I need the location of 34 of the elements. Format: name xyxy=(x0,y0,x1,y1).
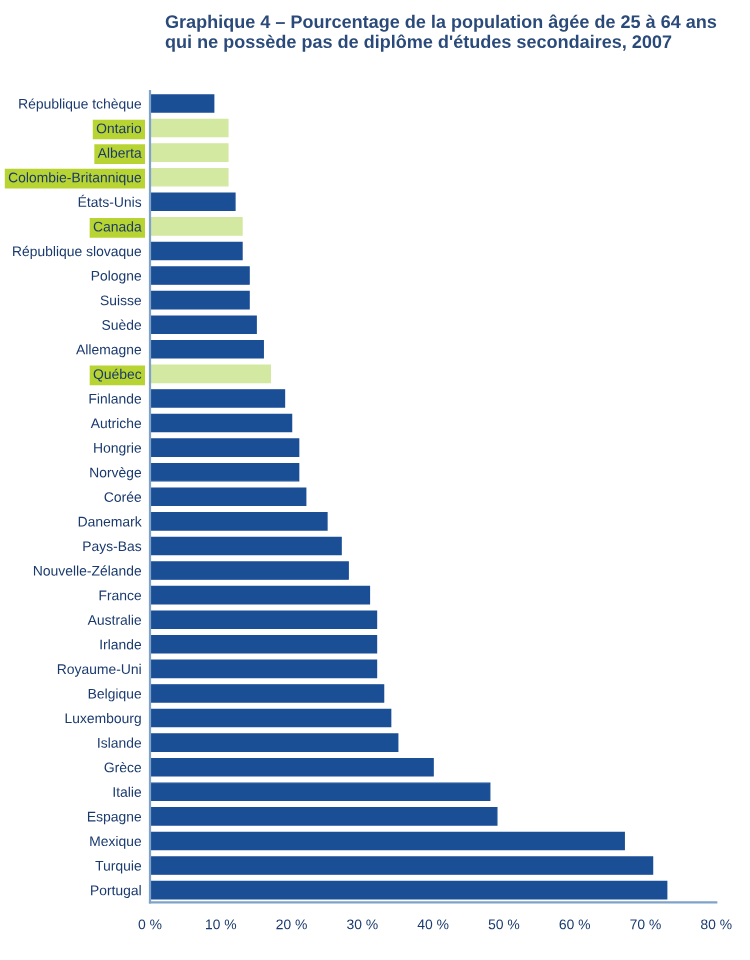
bar xyxy=(150,192,236,212)
bar xyxy=(150,512,328,531)
bar xyxy=(150,266,250,285)
bar xyxy=(150,167,229,187)
bar xyxy=(150,733,399,752)
bar xyxy=(150,118,229,138)
bar xyxy=(150,462,300,482)
bar xyxy=(150,413,293,433)
bar xyxy=(150,856,654,875)
bar xyxy=(150,94,215,113)
bar xyxy=(150,684,385,703)
bar xyxy=(150,340,264,359)
bar xyxy=(150,782,491,802)
bar xyxy=(150,241,243,261)
bar xyxy=(150,807,498,826)
bar xyxy=(150,315,257,335)
bar xyxy=(150,757,434,777)
bar xyxy=(150,610,378,630)
bar xyxy=(150,438,300,457)
bar xyxy=(150,536,342,556)
bar xyxy=(150,561,349,580)
bar xyxy=(150,585,371,605)
bar xyxy=(150,143,229,162)
bar xyxy=(150,880,668,900)
bar xyxy=(150,487,307,507)
bar xyxy=(150,659,378,679)
bar xyxy=(150,290,250,310)
bar xyxy=(150,217,243,236)
bar xyxy=(150,389,286,408)
bar xyxy=(150,831,625,851)
bar xyxy=(150,708,392,728)
bar xyxy=(150,364,272,384)
chart-title: Graphique 4 – Pourcentage de la population âgée de 25 à 64 ans qui ne possède pas de diplôme d'études secondaires, 2007 xyxy=(165,14,717,52)
bar xyxy=(150,634,378,654)
